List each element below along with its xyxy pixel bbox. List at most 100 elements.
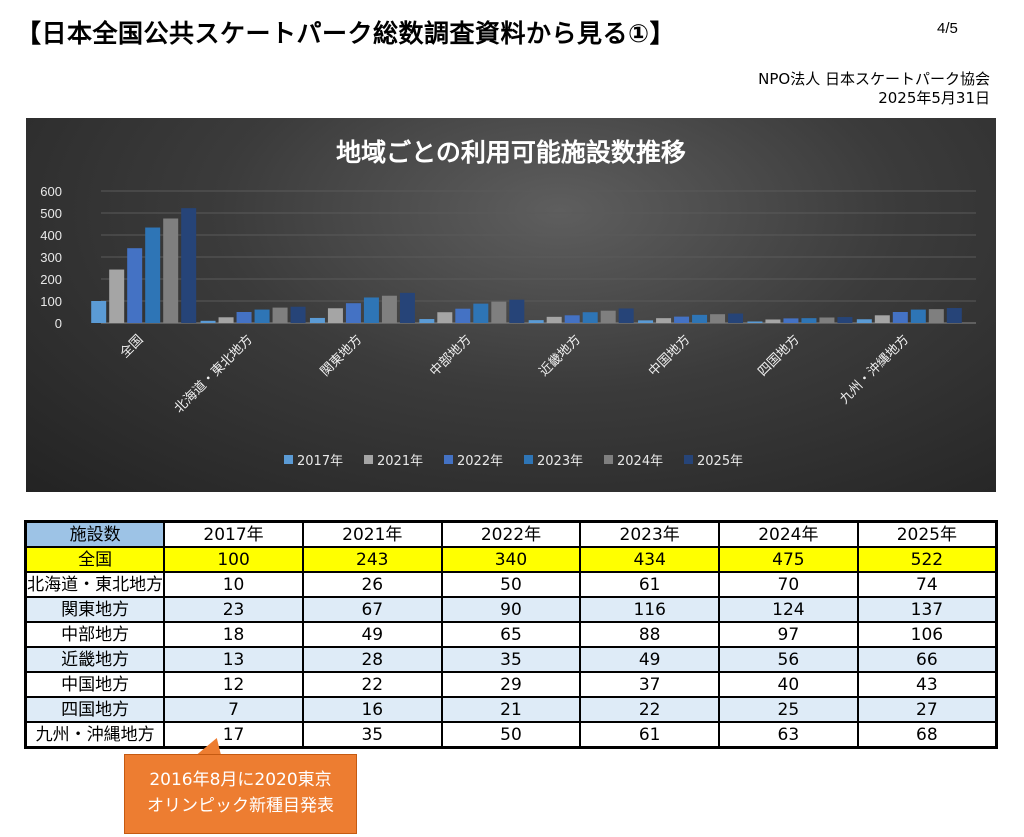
- column-header: 2024年: [718, 520, 859, 548]
- x-category-label: 関東地方: [317, 332, 365, 380]
- bar: [491, 301, 507, 323]
- table-cell: 70: [718, 571, 859, 598]
- x-category-label: 九州・沖縄地方: [836, 332, 912, 408]
- column-header: 2017年: [163, 520, 304, 548]
- table-cell: 50: [440, 721, 582, 749]
- bar: [455, 308, 471, 323]
- bar: [600, 310, 616, 323]
- table-corner-header: 施設数: [24, 520, 166, 548]
- table-cell: 243: [301, 546, 443, 573]
- row-label: 中国地方: [24, 671, 166, 698]
- bar: [127, 248, 143, 323]
- table-cell: 12: [163, 671, 304, 698]
- table-cell: 40: [718, 671, 859, 698]
- column-header: 2022年: [440, 520, 582, 548]
- table-cell: 61: [579, 721, 721, 749]
- table-row: 関東地方 23 67 90 116 124 137: [24, 596, 998, 623]
- table-cell: 61: [579, 571, 721, 598]
- table-cell: 21: [440, 696, 582, 723]
- y-tick-label: 100: [40, 294, 62, 309]
- bar: [765, 319, 781, 323]
- page-number: 4/5: [937, 20, 958, 37]
- table-cell: 22: [301, 671, 443, 698]
- row-label: 関東地方: [24, 596, 166, 623]
- table-cell: 66: [856, 646, 998, 673]
- table-cell: 35: [440, 646, 582, 673]
- table-cell: 43: [856, 671, 998, 698]
- bar: [928, 309, 944, 323]
- legend-label: 2022年: [457, 454, 503, 469]
- row-label: 北海道・東北地方: [24, 571, 166, 598]
- table-cell: 522: [856, 546, 998, 573]
- bar: [363, 297, 379, 323]
- bar: [509, 299, 525, 323]
- bar: [710, 314, 726, 323]
- table-cell: 106: [856, 621, 998, 648]
- table-cell: 137: [856, 596, 998, 623]
- bar: [327, 308, 343, 323]
- bar: [200, 320, 216, 323]
- table-cell: 26: [301, 571, 443, 598]
- legend-label: 2024年: [617, 454, 663, 469]
- bar: [236, 312, 252, 323]
- x-category-label: 北海道・東北地方: [171, 332, 256, 417]
- bar: [145, 227, 161, 323]
- table-cell: 49: [579, 646, 721, 673]
- table-cell: 7: [163, 696, 304, 723]
- bar: [856, 319, 872, 323]
- table-cell: 74: [856, 571, 998, 598]
- y-tick-label: 500: [40, 206, 62, 221]
- table-cell: 65: [440, 621, 582, 648]
- row-label: 四国地方: [24, 696, 166, 723]
- x-category-label: 四国地方: [755, 332, 803, 380]
- table-cell: 49: [301, 621, 443, 648]
- bar: [254, 309, 270, 323]
- row-label: 近畿地方: [24, 646, 166, 673]
- bar: [783, 318, 799, 323]
- bar: [290, 306, 306, 323]
- table-cell: 13: [163, 646, 304, 673]
- table-row: 九州・沖縄地方 17 35 50 61 63 68: [24, 721, 998, 749]
- legend-label: 2021年: [377, 454, 423, 469]
- table-cell: 97: [718, 621, 859, 648]
- table-row: 四国地方 7 16 21 22 25 27: [24, 696, 998, 723]
- table-cell: 116: [579, 596, 721, 623]
- bar: [728, 313, 744, 323]
- legend-swatch: [524, 455, 533, 464]
- table-cell: 68: [856, 721, 998, 749]
- bar: [109, 269, 125, 323]
- bar-chart: 地域ごとの利用可能施設数推移 0 100 200 300 400 500 600 全国 北海道…: [40, 138, 976, 469]
- bar: [163, 218, 179, 323]
- table-cell: 100: [163, 546, 304, 573]
- table-cell: 25: [718, 696, 859, 723]
- table-cell: 67: [301, 596, 443, 623]
- bar: [674, 316, 690, 323]
- table-cell: 22: [579, 696, 721, 723]
- y-tick-label: 600: [40, 184, 62, 199]
- chart-title: 地域ごとの利用可能施設数推移: [336, 138, 686, 167]
- table-row: 北海道・東北地方 10 26 50 61 70 74: [24, 571, 998, 598]
- y-tick-label: 0: [55, 316, 62, 331]
- table-cell: 63: [718, 721, 859, 749]
- table-cell: 10: [163, 571, 304, 598]
- table-cell: 56: [718, 646, 859, 673]
- publish-date: 2025年5月31日: [878, 89, 990, 107]
- x-category-label: 中部地方: [427, 332, 475, 380]
- table-row-national: 全国 100 243 340 434 475 522: [24, 546, 998, 573]
- table-row: 中国地方 12 22 29 37 40 43: [24, 671, 998, 698]
- bar: [473, 303, 489, 323]
- legend-label: 2025年: [697, 454, 743, 469]
- bar: [399, 292, 415, 323]
- column-header: 2023年: [579, 520, 721, 548]
- legend-swatch: [604, 455, 613, 464]
- callout-note: 2016年8月に2020東京 オリンピック新種目発表: [124, 754, 357, 834]
- bar: [381, 295, 397, 323]
- bar: [892, 312, 908, 323]
- bar: [801, 318, 817, 323]
- bar: [582, 312, 598, 323]
- bar: [181, 208, 197, 323]
- callout-line: 2016年8月に2020東京: [149, 770, 332, 790]
- table-cell: 28: [301, 646, 443, 673]
- table-header-row: 施設数 2017年 2021年 2022年 2023年 2024年 2025年: [24, 520, 998, 548]
- row-label: 全国: [24, 546, 166, 573]
